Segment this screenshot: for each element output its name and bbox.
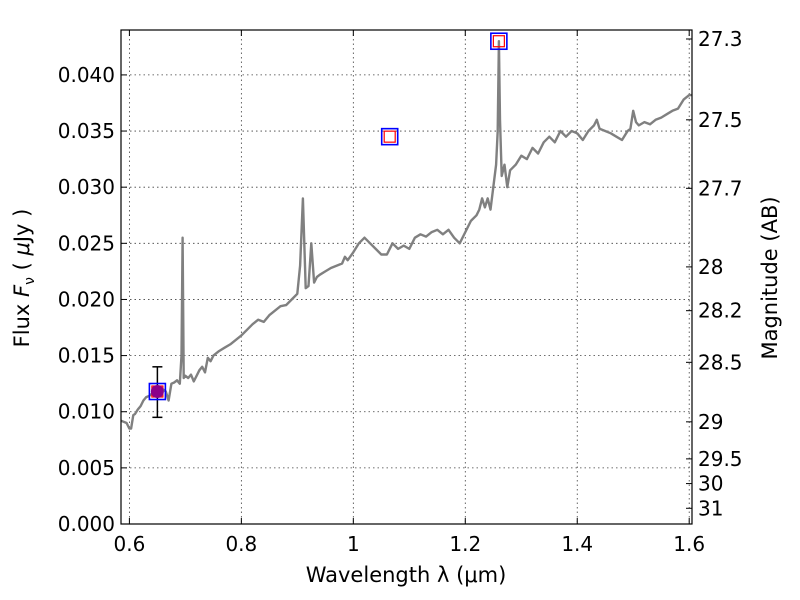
mag-tick-label-6: 29 (698, 410, 723, 434)
axis-ticks: 0.6 0.8 1 1.2 1.4 1.6 0.000 0.005 0.010 0.015 0.02… (58, 27, 743, 556)
x-tick-label-5: 1.6 (673, 532, 705, 556)
x-axis-label: Wavelength λ (μm) (306, 563, 507, 587)
marker-square-1 (380, 127, 399, 146)
mag-tick-label-9: 31 (698, 496, 723, 520)
x-tick-label-4: 1.4 (561, 532, 593, 556)
marker-square-2 (490, 32, 508, 51)
marker-square-0 (148, 382, 167, 401)
x-tick-label-0: 0.6 (113, 532, 145, 556)
photometry-markers (148, 32, 508, 419)
mag-tick-label-5: 28.5 (698, 350, 743, 374)
mag-tick-label-2: 27.7 (698, 176, 743, 200)
y-tick-label-4: 0.020 (58, 287, 115, 311)
mag-tick-label-1: 27.5 (698, 108, 743, 132)
mag-tick-label-0: 27.3 (698, 27, 743, 51)
y-tick-label-6: 0.030 (58, 175, 115, 199)
series-layer (120, 40, 692, 430)
y-tick-label-7: 0.035 (58, 119, 115, 143)
x-tick-label-2: 1 (347, 532, 360, 556)
y-tick-label-5: 0.025 (58, 231, 115, 255)
marker-inner-square-2 (492, 35, 505, 48)
y-tick-label-2: 0.010 (58, 400, 115, 424)
plot-frame (120, 29, 693, 525)
mag-tick-label-8: 30 (698, 472, 723, 496)
grid-lines (121, 30, 692, 525)
mag-tick-label-7: 29.5 (698, 447, 743, 471)
y-axis-label: Flux Fν ( μJy ) (10, 209, 38, 348)
mag-tick-label-4: 28.2 (698, 299, 743, 323)
mag-tick-label-3: 28 (698, 255, 723, 279)
marker-circle-0 (150, 385, 164, 399)
x-tick-label-1: 0.8 (225, 532, 257, 556)
magnitude-axis-label: Magnitude (AB) (758, 196, 782, 359)
y-tick-label-3: 0.015 (58, 344, 115, 368)
x-tick-label-3: 1.2 (449, 532, 481, 556)
y-tick-label-8: 0.040 (58, 63, 115, 87)
y-tick-label-0: 0.000 (58, 512, 115, 536)
y-tick-label-1: 0.005 (58, 456, 115, 480)
spectrum-line-0 (120, 40, 692, 430)
marker-inner-square-1 (383, 130, 396, 143)
